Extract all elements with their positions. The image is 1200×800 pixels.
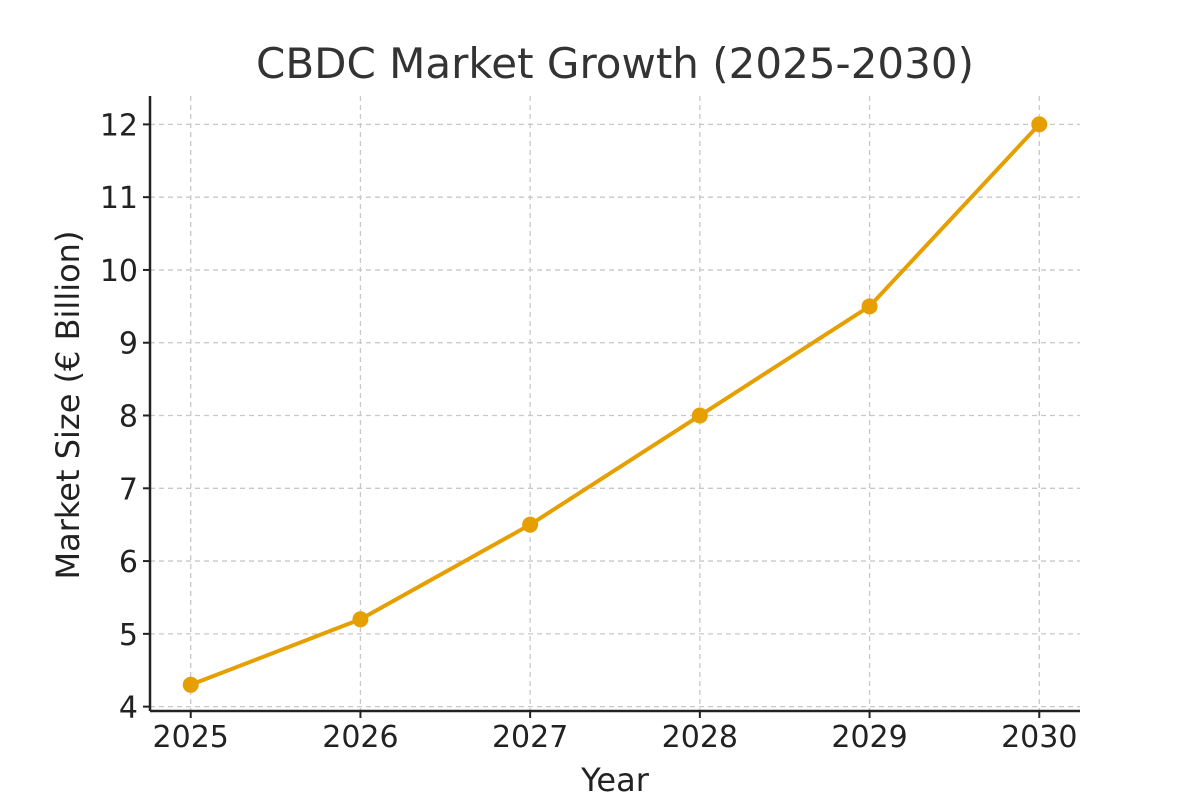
y-tick-label: 12 bbox=[100, 108, 138, 143]
x-axis-label: Year bbox=[580, 761, 650, 799]
data-point bbox=[691, 407, 708, 424]
chart-title: CBDC Market Growth (2025-2030) bbox=[256, 39, 974, 88]
y-axis-label: Market Size (€ Billion) bbox=[49, 231, 87, 580]
data-point bbox=[1031, 116, 1048, 133]
data-point bbox=[861, 298, 878, 315]
y-tick-label: 8 bbox=[119, 400, 138, 435]
axes bbox=[143, 96, 1080, 718]
data-point bbox=[352, 611, 369, 628]
data-series bbox=[182, 116, 1048, 693]
y-tick-label: 7 bbox=[119, 472, 138, 507]
data-point bbox=[522, 516, 539, 533]
x-tick-label: 2030 bbox=[1001, 720, 1077, 755]
y-tick-label: 10 bbox=[100, 254, 138, 289]
y-tick-label: 5 bbox=[119, 618, 138, 653]
x-tick-label: 2028 bbox=[662, 720, 738, 755]
x-tick-label: 2026 bbox=[322, 720, 398, 755]
y-tick-label: 4 bbox=[119, 691, 138, 726]
grid bbox=[150, 96, 1080, 711]
x-tick-label: 2029 bbox=[831, 720, 907, 755]
data-point bbox=[182, 676, 199, 693]
y-tick-label: 11 bbox=[100, 181, 138, 216]
x-tick-label: 2025 bbox=[153, 720, 229, 755]
tick-labels: 2025 2026 2027 2028 2029 2030 4 5 6 7 8 9 10 11 12 bbox=[100, 108, 1078, 755]
y-tick-label: 6 bbox=[119, 545, 138, 580]
series-line bbox=[188, 122, 1042, 687]
y-tick-label: 9 bbox=[119, 327, 138, 362]
x-tick-label: 2027 bbox=[492, 720, 568, 755]
